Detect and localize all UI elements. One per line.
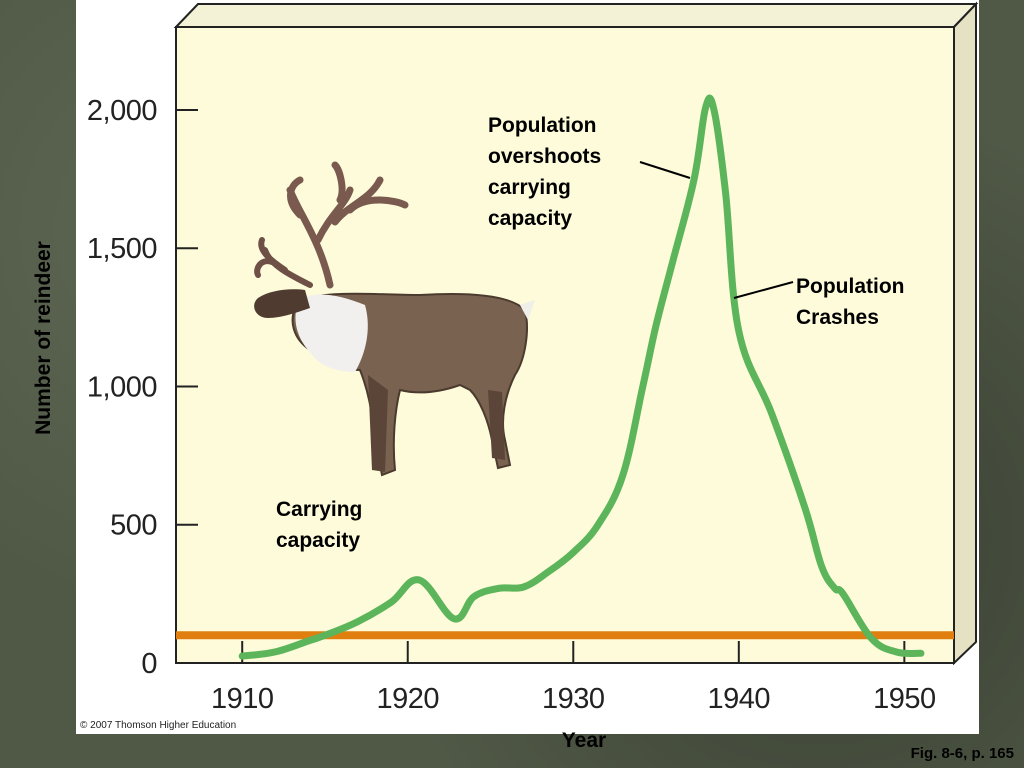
copyright-text: © 2007 Thomson Higher Education: [80, 720, 236, 731]
crash-leader-line: [733, 281, 794, 299]
annotation-overshoot-line-2: overshoots: [488, 145, 601, 168]
reindeer-tail: [520, 300, 535, 320]
annotation-overshoot-line-4: capacity: [488, 207, 572, 230]
reindeer-head: [254, 289, 310, 318]
x-tick-label: 1930: [542, 683, 605, 715]
annotation-crashes-line-1: Population: [796, 275, 905, 298]
annotation-crashes-line-2: Crashes: [796, 306, 879, 329]
x-tick-label: 1950: [873, 683, 936, 715]
x-axis-title: Year: [562, 729, 606, 752]
box-top-face: [173, 3, 979, 28]
x-axis-ticks: 1910 1920 1930 1940 1950: [211, 641, 936, 715]
annotation-overshoot: Population overshoots carrying capacity: [488, 114, 607, 230]
figure-caption: Fig. 8-6, p. 165: [911, 745, 1014, 762]
box-side-face: [953, 1, 977, 666]
x-tick-label: 1940: [708, 683, 771, 715]
reindeer-illustration: [254, 161, 535, 477]
y-tick-label: 1,500: [87, 233, 157, 265]
reindeer-leg-back: [488, 390, 505, 460]
x-tick-label: 1910: [211, 683, 274, 715]
overshoot-leader-line: [639, 161, 691, 179]
y-tick-label: 1,000: [87, 371, 157, 403]
x-tick-label: 1920: [376, 683, 439, 715]
annotation-overshoot-line-1: Population: [488, 114, 597, 137]
annotation-crashes: Population Crashes: [796, 275, 910, 329]
y-axis-title: Number of reindeer: [32, 241, 55, 435]
annotation-carrying-capacity: Carrying capacity: [276, 498, 368, 552]
annotation-carrying-line-2: capacity: [276, 529, 360, 552]
y-axis-ticks: 0 500 1,000 1,500 2,000: [87, 95, 198, 680]
reindeer-leg-front: [368, 375, 388, 472]
y-tick-label: 0: [141, 648, 157, 680]
y-tick-label: 2,000: [87, 95, 157, 127]
antler-back: [286, 161, 409, 289]
antler-front: [254, 237, 313, 288]
series-layer: [176, 94, 954, 660]
reindeer-neck-mane: [295, 294, 368, 372]
y-tick-label: 500: [110, 510, 157, 542]
annotation-carrying-line-1: Carrying: [276, 498, 362, 521]
annotation-overshoot-line-3: carrying: [488, 176, 571, 199]
population-curve: [238, 94, 925, 660]
